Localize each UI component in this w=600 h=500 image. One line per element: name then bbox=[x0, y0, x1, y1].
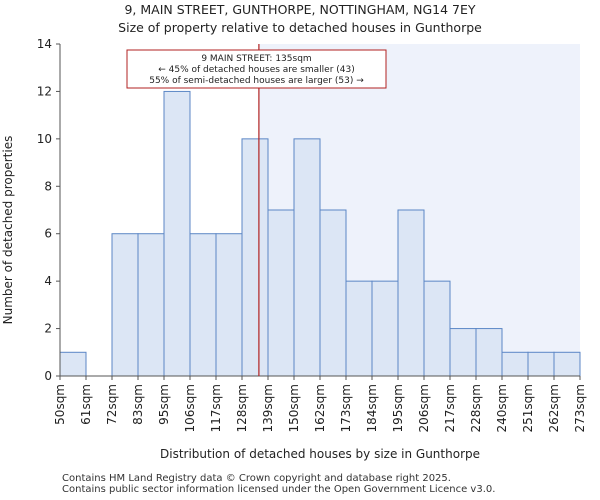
bar-50sqm bbox=[59, 351, 87, 377]
x-tick-label: 195sqm bbox=[391, 384, 405, 432]
bar-106sqm bbox=[189, 233, 217, 377]
x-tick-label: 162sqm bbox=[313, 384, 327, 432]
x-tick-label: 61sqm bbox=[79, 384, 93, 425]
bar-262sqm bbox=[553, 351, 581, 377]
annotation-line-3: 55% of semi-detached houses are larger (… bbox=[149, 76, 364, 86]
x-tick-label: 72sqm bbox=[105, 384, 119, 425]
y-tick-label: 12 bbox=[37, 84, 52, 98]
bar-162sqm bbox=[319, 209, 347, 377]
bar-150sqm bbox=[293, 138, 321, 377]
x-tick-label: 150sqm bbox=[287, 384, 301, 432]
y-tick-label: 2 bbox=[44, 322, 52, 336]
y-tick-label: 14 bbox=[37, 37, 52, 51]
x-tick-label: 206sqm bbox=[417, 384, 431, 432]
x-axis-label: Distribution of detached houses by size … bbox=[160, 447, 480, 461]
bar-195sqm bbox=[397, 209, 425, 377]
x-tick-label: 228sqm bbox=[469, 384, 483, 432]
bar-117sqm bbox=[215, 233, 243, 377]
x-tick-label: 139sqm bbox=[261, 384, 275, 432]
x-tick-label: 240sqm bbox=[495, 384, 509, 432]
bar-217sqm bbox=[449, 328, 477, 377]
x-tick-label: 106sqm bbox=[183, 384, 197, 432]
bar-206sqm bbox=[423, 280, 451, 377]
annotation-line-1: 9 MAIN STREET: 135sqm bbox=[201, 54, 311, 64]
x-tick-label: 184sqm bbox=[365, 384, 379, 432]
bar-95sqm bbox=[163, 90, 191, 377]
x-tick-label: 173sqm bbox=[339, 384, 353, 432]
y-axis-label: Number of detached properties bbox=[1, 136, 15, 325]
x-tick-label: 83sqm bbox=[131, 384, 145, 425]
chart-title: 9, MAIN STREET, GUNTHORPE, NOTTINGHAM, N… bbox=[124, 2, 476, 17]
x-tick-label: 262sqm bbox=[547, 384, 561, 432]
x-tick-label: 50sqm bbox=[53, 384, 67, 425]
y-tick-label: 10 bbox=[37, 132, 52, 146]
bar-184sqm bbox=[371, 280, 399, 377]
x-tick-label: 95sqm bbox=[157, 384, 171, 425]
footer-line-1: Contains HM Land Registry data © Crown c… bbox=[62, 473, 451, 484]
y-tick-label: 8 bbox=[44, 179, 52, 193]
bar-251sqm bbox=[527, 351, 555, 377]
x-tick-label: 128sqm bbox=[235, 384, 249, 432]
x-tick-label: 217sqm bbox=[443, 384, 457, 432]
x-tick-label: 117sqm bbox=[209, 384, 223, 432]
x-tick-label: 273sqm bbox=[573, 384, 587, 432]
y-tick-label: 4 bbox=[44, 274, 52, 288]
bar-173sqm bbox=[345, 280, 373, 377]
bar-128sqm bbox=[241, 138, 269, 377]
x-tick-label: 251sqm bbox=[521, 384, 535, 432]
bar-83sqm bbox=[137, 233, 165, 377]
y-tick-label: 6 bbox=[44, 227, 52, 241]
bar-72sqm bbox=[111, 233, 139, 377]
bar-240sqm bbox=[501, 351, 529, 377]
bar-139sqm bbox=[267, 209, 295, 377]
bar-228sqm bbox=[475, 328, 503, 377]
chart-subtitle: Size of property relative to detached ho… bbox=[118, 20, 482, 35]
annotation-line-2: ← 45% of detached houses are smaller (43… bbox=[158, 65, 355, 75]
footer-line-2: Contains public sector information licen… bbox=[62, 484, 496, 495]
y-tick-label: 0 bbox=[44, 369, 52, 383]
annotation-box bbox=[126, 49, 387, 89]
